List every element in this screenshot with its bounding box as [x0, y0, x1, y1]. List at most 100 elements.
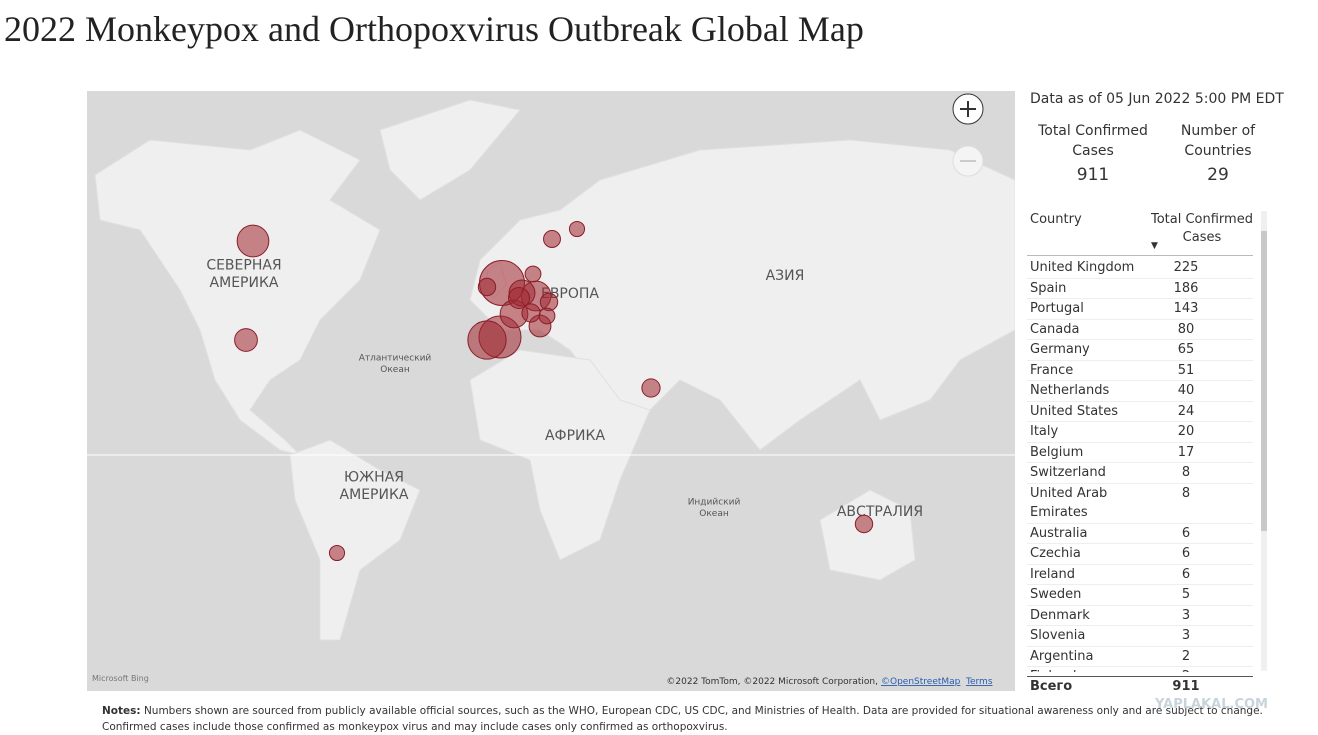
table-row[interactable]: Australia 6: [1027, 524, 1253, 544]
case-bubble: [234, 328, 258, 352]
column-header[interactable]: Country: [1030, 212, 1082, 227]
country: United Arab Emirates: [1030, 485, 1108, 521]
country: Denmark: [1030, 607, 1090, 623]
column-header[interactable]: Total Confirmed Cases ▼: [1151, 211, 1253, 255]
country: Italy: [1030, 424, 1059, 439]
map-label: СЕВЕРНАЯ АМЕРИКА: [206, 258, 281, 292]
case-bubble: [328, 544, 346, 562]
country: United Kingdom: [1030, 260, 1135, 275]
table-row[interactable]: Canada 80: [1027, 320, 1253, 340]
table-row[interactable]: Portugal 143: [1027, 299, 1253, 320]
case-bubble: [236, 224, 270, 258]
country: Sweden: [1030, 587, 1082, 602]
table-row[interactable]: Switzerland 8: [1027, 463, 1253, 484]
cases: 3: [1181, 628, 1191, 643]
cases: 6: [1181, 546, 1191, 561]
cases: 5: [1181, 587, 1191, 602]
kpi-value: 911: [1076, 165, 1110, 185]
osm-link[interactable]: ©OpenStreetMap: [881, 677, 961, 687]
case-bubble: [507, 286, 531, 310]
column-header-text: Total Confirmed Cases: [1150, 212, 1253, 245]
kpi-value: 29: [1207, 165, 1229, 185]
map-label: Атлантический Океан: [359, 354, 432, 375]
scroll-thumb[interactable]: [1261, 231, 1267, 531]
notes-label: Notes:: [102, 705, 141, 717]
cases: 143: [1173, 301, 1199, 316]
terms-link[interactable]: Terms: [965, 677, 993, 687]
country: Portugal: [1030, 301, 1084, 316]
cases: 6: [1181, 525, 1191, 541]
table-row[interactable]: Czechia 6: [1027, 544, 1253, 565]
cases: 2: [1158, 667, 1214, 672]
kpi-label: Total Confirmed Cases: [1038, 123, 1148, 159]
case-bubble: [524, 265, 542, 283]
total-value: 911: [1172, 679, 1200, 694]
cases: 2: [1181, 648, 1191, 664]
case-bubble: [467, 320, 507, 360]
table-row[interactable]: Finland2: [1027, 667, 1253, 672]
case-bubble: [568, 220, 586, 238]
country: Australia: [1030, 525, 1088, 541]
zoom-controls: [952, 93, 984, 177]
table: Country Total Confirmed Cases ▼ United Ki…: [1027, 211, 1267, 697]
table-row[interactable]: United Kingdom 225: [1027, 258, 1253, 279]
attribution: ©2022 TomTom, ©2022 Microsoft Corporatio…: [666, 677, 878, 687]
cases: 17: [1177, 444, 1195, 460]
country: Czechia: [1030, 546, 1081, 561]
cases: 65: [1177, 342, 1195, 357]
table-row[interactable]: Sweden 5: [1027, 585, 1253, 606]
table-body: United Kingdom 225 Spain 186 Portugal 143 Cana…: [1027, 256, 1253, 672]
cases: 20: [1177, 424, 1195, 439]
sort-arrow: ▼: [1150, 241, 1158, 251]
scrollbar[interactable]: [1261, 211, 1267, 671]
cases: 40: [1177, 383, 1195, 398]
table-header: Country Total Confirmed Cases ▼: [1027, 211, 1253, 256]
watermark: YAPLAKAL.COM: [1155, 697, 1268, 712]
zoom-in-icon: [960, 101, 976, 117]
case-bubble: [543, 230, 561, 248]
country: Slovenia: [1030, 628, 1086, 643]
notes: Notes: Numbers shown are sourced from pu…: [102, 703, 1272, 735]
table-total: Всего 911: [1027, 676, 1253, 697]
as-of: Data as of 05 Jun 2022 5:00 PM EDT: [1030, 91, 1284, 107]
table-row[interactable]: Italy 20: [1027, 422, 1253, 443]
table-row[interactable]: Slovenia 3: [1027, 626, 1253, 647]
brand: Microsoft Bing: [92, 674, 149, 683]
case-bubble: [854, 514, 874, 534]
table-row[interactable]: France 51: [1027, 361, 1253, 381]
map-label: АВСТРАЛИЯ: [837, 504, 923, 520]
case-bubble: [641, 378, 661, 398]
case-bubble: [538, 307, 556, 325]
kpi-label: Number of Countries: [1180, 123, 1256, 159]
table-row[interactable]: United Arab Emirates 8: [1027, 484, 1253, 524]
table-row[interactable]: United States 24: [1027, 402, 1253, 422]
page-title: 2022 Monkeypox and Orthopoxvirus Outbrea…: [4, 9, 864, 49]
country: Switzerland: [1030, 465, 1106, 480]
table-row[interactable]: Denmark 3: [1027, 606, 1253, 626]
map-label: Индийский Океан: [688, 498, 741, 519]
cases: 80: [1177, 321, 1195, 337]
country: Canada: [1030, 321, 1080, 337]
kpi: Total Confirmed Cases 911: [1033, 121, 1153, 185]
table-row[interactable]: Spain 186: [1027, 279, 1253, 299]
country: United States: [1030, 403, 1119, 419]
table-row[interactable]: Belgium 17: [1027, 443, 1253, 463]
cases: 3: [1181, 607, 1191, 623]
cases: 24: [1177, 403, 1195, 419]
table-row[interactable]: Germany 65: [1027, 340, 1253, 361]
case-bubble: [477, 277, 497, 297]
map-label: ЮЖНАЯ АМЕРИКА: [340, 470, 409, 504]
country: Spain: [1030, 280, 1067, 296]
table-row[interactable]: Netherlands 40: [1027, 381, 1253, 402]
country: Germany: [1030, 342, 1090, 357]
map-label: АФРИКА: [545, 428, 605, 444]
cases: 8: [1181, 465, 1191, 480]
table-row[interactable]: Argentina 2: [1027, 647, 1253, 667]
table-row[interactable]: Ireland 6: [1027, 565, 1253, 585]
cases: 6: [1181, 566, 1191, 582]
map-label: АЗИЯ: [766, 268, 805, 284]
country: Ireland: [1030, 566, 1075, 582]
country: Netherlands: [1030, 383, 1110, 398]
